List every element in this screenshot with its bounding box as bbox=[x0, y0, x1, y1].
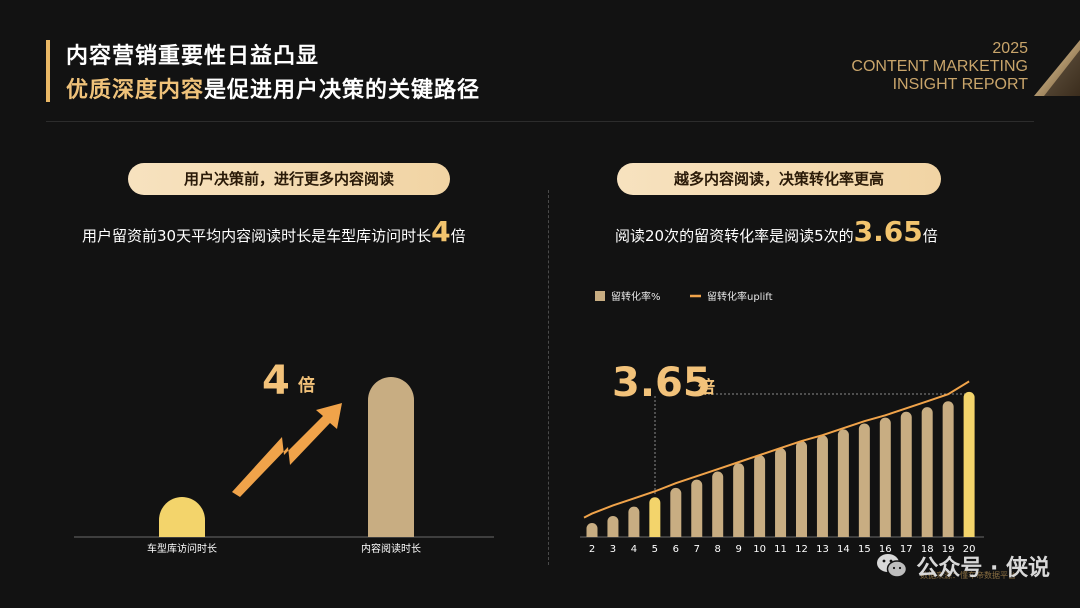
wechat-icon bbox=[877, 554, 908, 578]
corner-decoration-icon bbox=[1034, 40, 1080, 96]
x-tick-label-20: 20 bbox=[963, 544, 976, 555]
conversion-bar-16 bbox=[879, 417, 891, 537]
chart-legend: 留转化率% 留转化率uplift bbox=[595, 290, 773, 303]
title-accent-bar bbox=[46, 40, 50, 102]
x-tick-label-15: 15 bbox=[858, 544, 871, 555]
conversion-bar-3 bbox=[607, 515, 619, 537]
x-tick-label-4: 4 bbox=[631, 544, 637, 555]
x-tick-label-18: 18 bbox=[921, 544, 934, 555]
conversion-bar-19 bbox=[942, 401, 954, 537]
x-tick-label-8: 8 bbox=[715, 544, 721, 555]
x-tick-label-13: 13 bbox=[816, 544, 829, 555]
watermark-text: 公众号 · 侠说 bbox=[916, 556, 1050, 581]
left-bar-2 bbox=[368, 377, 414, 537]
conversion-bar-4 bbox=[628, 506, 640, 537]
legend-bar-swatch bbox=[595, 291, 605, 301]
conversion-bar-9 bbox=[733, 463, 745, 537]
right-subtitle-suffix: 倍 bbox=[922, 227, 938, 245]
conversion-bar-2 bbox=[586, 522, 598, 537]
conversion-bar-18 bbox=[921, 407, 933, 537]
legend-bar-label: 留转化率% bbox=[611, 290, 661, 303]
page-subtitle: 优质深度内容是促进用户决策的关键路径 bbox=[66, 72, 480, 104]
conversion-bar-11 bbox=[775, 448, 787, 537]
report-year: 2025 bbox=[992, 40, 1028, 57]
right-subtitle-number: 3.65 bbox=[853, 215, 923, 248]
x-tick-label-9: 9 bbox=[735, 544, 741, 555]
left-category-label-2: 内容阅读时长 bbox=[361, 542, 421, 555]
data-source: 数据来源：懂车帝数据平台 bbox=[920, 571, 1016, 580]
x-tick-label-6: 6 bbox=[673, 544, 679, 555]
conversion-bar-13 bbox=[816, 435, 828, 537]
legend-line-label: 留转化率uplift bbox=[707, 290, 773, 303]
left-annotation-number: 4 bbox=[262, 358, 290, 404]
x-tick-label-10: 10 bbox=[753, 544, 766, 555]
conversion-bar-12 bbox=[796, 441, 807, 537]
page-subtitle-rest: 是促进用户决策的关键路径 bbox=[204, 78, 481, 103]
x-tick-label-11: 11 bbox=[774, 544, 787, 555]
x-tick-label-14: 14 bbox=[837, 544, 850, 555]
x-tick-label-2: 2 bbox=[589, 544, 595, 555]
right-subtitle-prefix: 阅读20次的留资转化率是阅读5次的 bbox=[615, 227, 854, 245]
uplift-series-line bbox=[583, 380, 970, 519]
conversion-bar-5 bbox=[649, 497, 661, 537]
conversion-bar-20 bbox=[963, 391, 975, 537]
left-subtitle: 用户留资前30天平均内容阅读时长是车型库访问时长4倍 bbox=[82, 215, 466, 248]
right-subtitle: 阅读20次的留资转化率是阅读5次的3.65倍 bbox=[615, 215, 938, 248]
x-tick-label-7: 7 bbox=[694, 544, 700, 555]
report-label: 2025 CONTENT MARKETING INSIGHT REPORT bbox=[851, 40, 1028, 94]
conversion-bar-14 bbox=[837, 429, 849, 537]
page-title: 内容营销重要性日益凸显 bbox=[66, 44, 320, 69]
conversion-bar-6 bbox=[670, 487, 682, 537]
x-tick-label-16: 16 bbox=[879, 544, 892, 555]
conversion-bar-15 bbox=[858, 423, 870, 537]
conversion-bar-10 bbox=[754, 455, 766, 537]
left-pill-label: 用户决策前，进行更多内容阅读 bbox=[128, 163, 450, 195]
report-name-1: CONTENT MARKETING bbox=[851, 58, 1028, 75]
x-tick-label-19: 19 bbox=[942, 544, 955, 555]
left-subtitle-prefix: 用户留资前30天平均内容阅读时长是车型库访问时长 bbox=[82, 227, 432, 245]
growth-arrow-icon bbox=[232, 403, 342, 497]
left-bar-1 bbox=[159, 497, 205, 537]
header-divider bbox=[46, 121, 1034, 122]
left-subtitle-suffix: 倍 bbox=[450, 227, 466, 245]
x-tick-label-3: 3 bbox=[610, 544, 616, 555]
left-annotation-unit: 倍 bbox=[298, 375, 315, 396]
right-annotation-number: 3.65 bbox=[612, 360, 711, 406]
right-pill-label: 越多内容阅读，决策转化率更高 bbox=[617, 163, 941, 195]
left-category-label-1: 车型库访问时长 bbox=[147, 542, 217, 555]
left-subtitle-number: 4 bbox=[431, 215, 451, 248]
panel-divider bbox=[548, 190, 549, 565]
watermark: 公众号 · 侠说 bbox=[876, 550, 1050, 582]
x-tick-label-5: 5 bbox=[652, 544, 658, 555]
right-annotation-unit: 倍 bbox=[698, 377, 715, 398]
conversion-bar-17 bbox=[900, 411, 912, 537]
x-tick-label-17: 17 bbox=[900, 544, 913, 555]
conversion-bar-7 bbox=[691, 479, 703, 537]
report-name-2: INSIGHT REPORT bbox=[892, 76, 1028, 93]
conversion-bar-8 bbox=[712, 471, 724, 537]
x-tick-label-12: 12 bbox=[795, 544, 808, 555]
page-subtitle-highlight: 优质深度内容 bbox=[66, 78, 205, 103]
